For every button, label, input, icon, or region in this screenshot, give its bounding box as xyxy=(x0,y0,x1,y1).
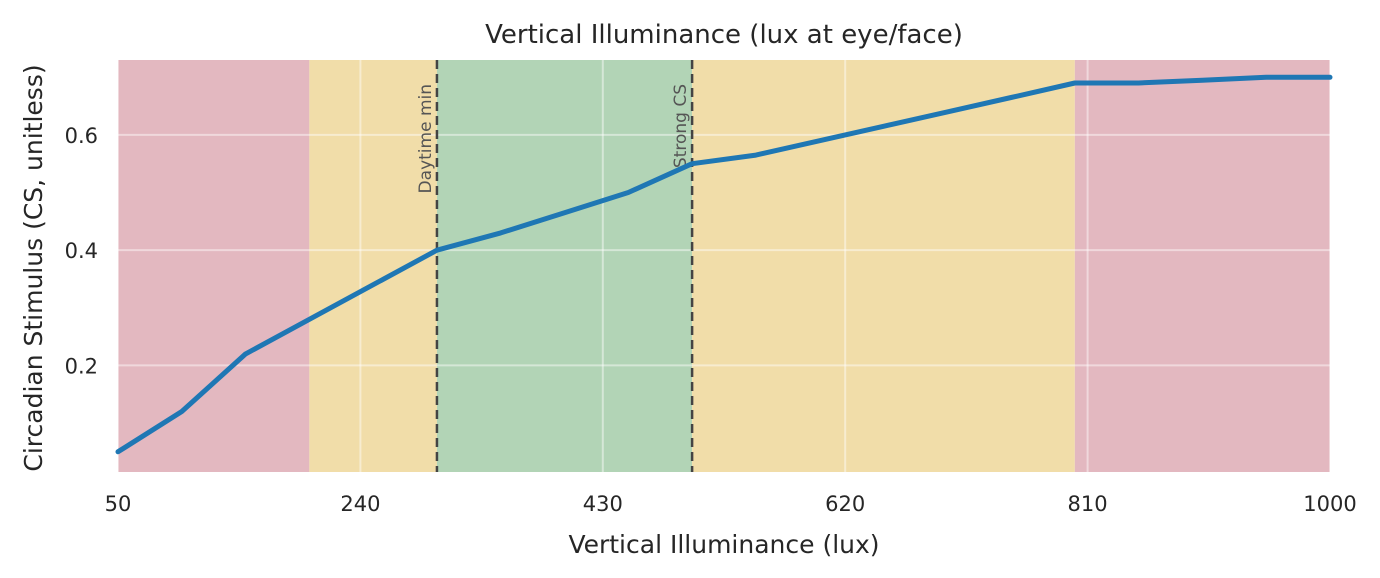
x-tick-label-0: 50 xyxy=(105,492,132,516)
chart-title: Vertical Illuminance (lux at eye/face) xyxy=(485,20,963,50)
reference-line-label-0: Daytime min xyxy=(416,84,436,193)
y-tick-label-0: 0.2 xyxy=(65,354,98,378)
x-tick-label-4: 810 xyxy=(1068,492,1108,516)
x-tick-label-5: 1000 xyxy=(1303,492,1356,516)
band-3 xyxy=(692,60,1075,472)
reference-lines: Daytime min Strong CS xyxy=(416,60,694,472)
x-tick-label-1: 240 xyxy=(340,492,380,516)
band-2 xyxy=(436,60,693,472)
band-4 xyxy=(1074,60,1330,472)
band-0 xyxy=(118,60,310,472)
y-tick-label-2: 0.6 xyxy=(65,124,98,148)
band-1 xyxy=(309,60,437,472)
series-line-0 xyxy=(115,74,1333,455)
background-bands xyxy=(118,60,1330,472)
reference-line-label-1: Strong CS xyxy=(671,84,691,168)
x-tick-label-2: 430 xyxy=(583,492,623,516)
grid-lines xyxy=(117,60,1331,472)
x-tick-labels: 50 240 430 620 810 1000 xyxy=(105,492,1357,516)
x-axis-label: Vertical Illuminance (lux) xyxy=(568,530,879,559)
x-tick-label-3: 620 xyxy=(825,492,865,516)
y-tick-labels: 0.2 0.4 0.6 xyxy=(65,124,98,378)
data-series xyxy=(115,74,1333,455)
y-axis-label: Circadian Stimulus (CS, unitless) xyxy=(19,64,48,471)
y-tick-label-1: 0.4 xyxy=(65,239,98,263)
